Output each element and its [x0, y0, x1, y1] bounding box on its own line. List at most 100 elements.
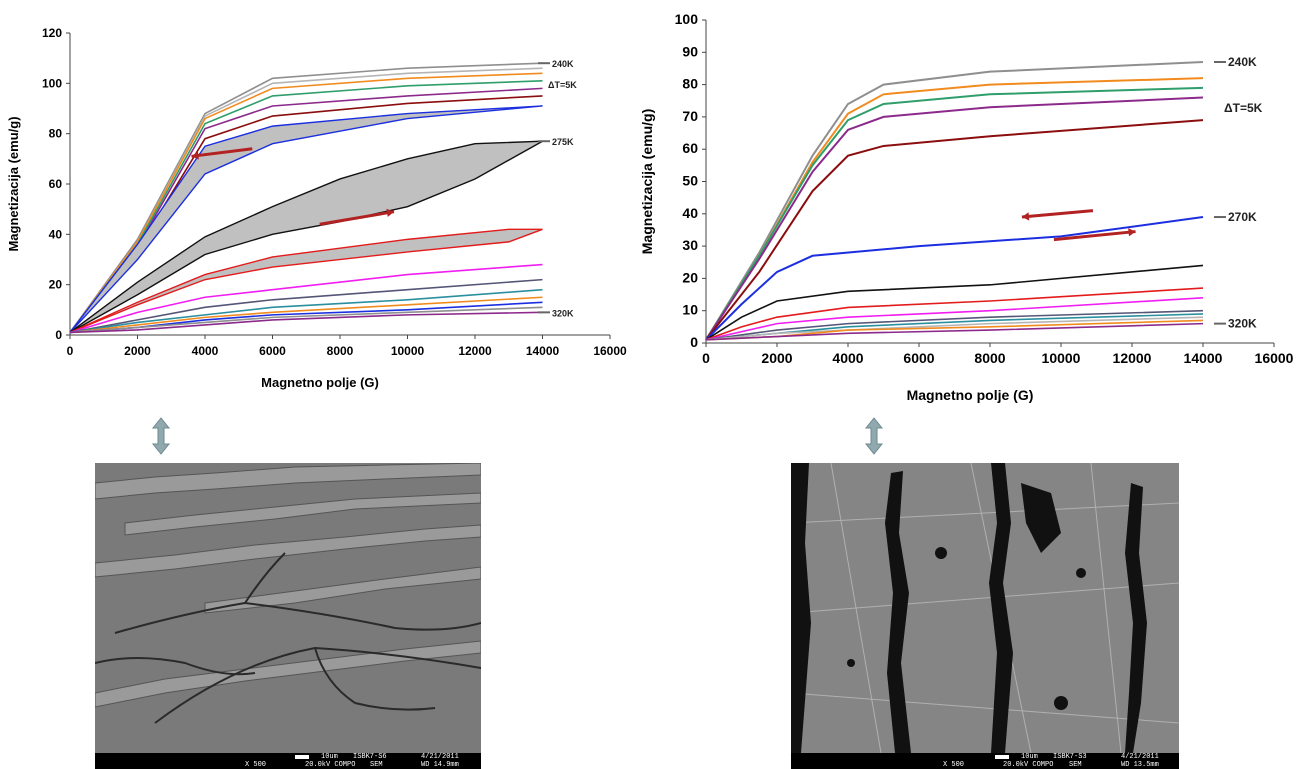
- direction-arrow: [319, 210, 395, 226]
- hysteresis-loop: [69, 228, 543, 334]
- x-tick-label: 16000: [1255, 350, 1294, 366]
- series-line: [69, 278, 543, 334]
- scale-bar: [295, 755, 309, 759]
- x-tick-label: 8000: [327, 344, 354, 358]
- scale-label: 10um: [321, 753, 338, 761]
- sem-right-info-bar: 10um ISBK7-S3 4/21/2011 X 500 20.0kV COM…: [791, 753, 1179, 769]
- series-line: [69, 62, 543, 333]
- annotation-bottom: 320K: [552, 308, 574, 318]
- x-tick-label: 4000: [192, 344, 219, 358]
- x-tick-label: 0: [702, 350, 710, 366]
- hysteresis-loop: [69, 105, 543, 333]
- y-tick-label: 20: [49, 278, 63, 292]
- series-line: [705, 309, 1204, 341]
- x-tick-label: 2000: [761, 350, 792, 366]
- series-line: [69, 306, 543, 334]
- series-line: [705, 264, 1204, 341]
- x-tick-label: 16000: [593, 344, 627, 358]
- series-line: [705, 287, 1204, 341]
- series-line: [705, 86, 1204, 341]
- sample-id: ISBK7-S6: [353, 753, 387, 761]
- series-line: [705, 60, 1204, 341]
- y-tick-label: 40: [682, 205, 698, 221]
- sem-micrograph-left: 10um ISBK7-S6 4/21/2011 X 500 20.0kV COM…: [95, 463, 481, 769]
- sem-right-texture: [791, 463, 1179, 754]
- series-line: [69, 311, 543, 334]
- y-tick-label: 120: [42, 26, 62, 40]
- x-tick-label: 0: [67, 344, 74, 358]
- double-arrow-right: [864, 417, 884, 455]
- double-arrow-left: [151, 417, 171, 455]
- direction-arrowhead: [386, 208, 394, 217]
- sem-micrograph-right: 10um ISBK7-S3 4/21/2011 X 500 20.0kV COM…: [791, 463, 1179, 769]
- direction-arrow: [191, 147, 253, 158]
- annotation-mid: 275K: [552, 137, 574, 147]
- annotation-dt: ΔT=5K: [1224, 101, 1263, 115]
- capture-date: 4/21/2011: [1121, 753, 1159, 761]
- sample-id: ISBK7-S3: [1053, 753, 1087, 761]
- y-tick-label: 10: [682, 302, 698, 318]
- right-chart: 0 10 20 30 40 50 60 70 80 90 100 0 2000 4000 6000 8000 1…: [639, 11, 1294, 403]
- series-line: [69, 72, 543, 333]
- x-tick-label: 2000: [124, 344, 151, 358]
- series-line: [705, 216, 1204, 341]
- y-tick-label: 60: [49, 177, 63, 191]
- x-tick-label: 6000: [903, 350, 934, 366]
- y-tick-label: 80: [682, 76, 698, 92]
- series-line: [69, 296, 543, 334]
- y-tick-label: 30: [682, 237, 698, 253]
- series-line: [705, 322, 1204, 341]
- y-axis-label: Magnetizacija (emu/g): [639, 109, 655, 254]
- y-tick-label: 60: [682, 140, 698, 156]
- series-line: [705, 96, 1204, 341]
- y-tick-label: 100: [675, 11, 699, 27]
- y-tick-label: 50: [682, 173, 698, 189]
- series-line: [69, 263, 543, 334]
- x-tick-label: 14000: [1184, 350, 1223, 366]
- scale-label: 10um: [1021, 753, 1038, 761]
- x-tick-label: 12000: [1113, 350, 1152, 366]
- x-tick-label: 12000: [458, 344, 492, 358]
- annotation-top: 240K: [1228, 55, 1257, 69]
- sem-left-info-bar: 10um ISBK7-S6 4/21/2011 X 500 20.0kV COM…: [95, 753, 481, 769]
- annotation-top: 240K: [552, 59, 574, 69]
- voltage: 20.0kV COMPO: [305, 761, 356, 769]
- x-tick-label: 10000: [391, 344, 425, 358]
- y-tick-label: 70: [682, 108, 698, 124]
- annotation-bottom: 320K: [1228, 317, 1257, 331]
- x-tick-label: 8000: [974, 350, 1005, 366]
- direction-arrow: [1053, 230, 1136, 242]
- direction-arrowhead: [191, 151, 199, 160]
- y-tick-label: 90: [682, 43, 698, 59]
- magnification: X 500: [943, 761, 965, 769]
- y-tick-label: 80: [49, 127, 63, 141]
- sem-left-texture: [95, 463, 481, 753]
- annotation-dt: ΔT=5K: [548, 80, 577, 90]
- x-tick-label: 4000: [832, 350, 863, 366]
- y-tick-label: 20: [682, 269, 698, 285]
- x-tick-label: 10000: [1042, 350, 1081, 366]
- x-tick-label: 14000: [526, 344, 560, 358]
- scale-bar: [995, 755, 1009, 759]
- left-chart: 0 20 40 60 80 100 120 0 2000 4000 6000 8000 10000 120…: [6, 26, 627, 390]
- series-line: [705, 296, 1204, 341]
- y-tick-label: 0: [55, 328, 62, 342]
- direction-arrow: [1021, 209, 1094, 219]
- y-tick-label: 100: [42, 76, 62, 90]
- series-line: [705, 119, 1204, 341]
- x-tick-label: 6000: [259, 344, 286, 358]
- x-axis-label: Magnetno polje (G): [261, 375, 379, 390]
- working-distance: WD 14.9mm: [421, 761, 459, 769]
- imaging-mode: SEM: [370, 761, 383, 769]
- y-tick-label: 0: [690, 334, 698, 350]
- working-distance: WD 13.5mm: [1121, 761, 1159, 769]
- direction-arrowhead: [1128, 228, 1136, 237]
- series-line: [69, 288, 543, 334]
- direction-arrowhead: [1021, 212, 1030, 221]
- capture-date: 4/21/2011: [421, 753, 459, 761]
- annotation-mid: 270K: [1228, 210, 1257, 224]
- x-axis-label: Magnetno polje (G): [907, 387, 1034, 403]
- y-tick-label: 40: [49, 227, 63, 241]
- magnification: X 500: [245, 761, 267, 769]
